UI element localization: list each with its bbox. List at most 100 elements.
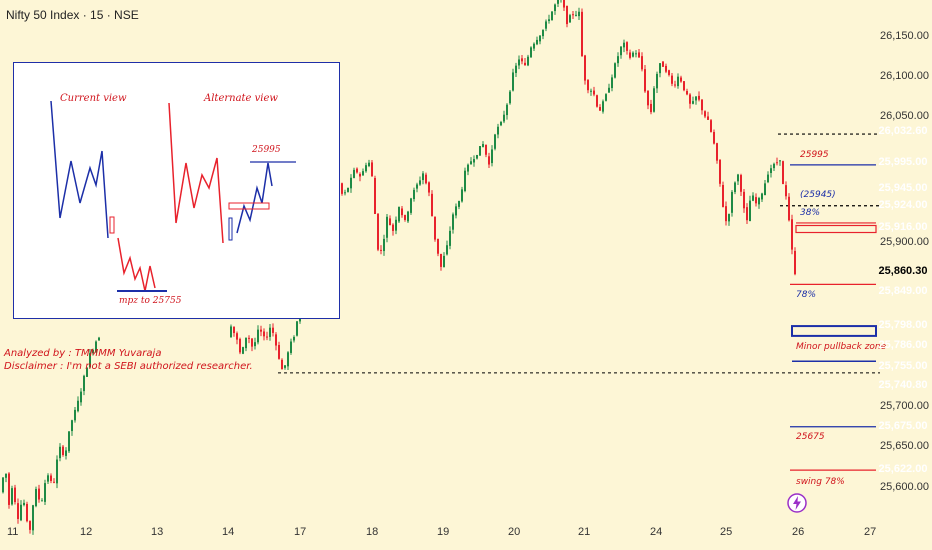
candle-body xyxy=(668,70,670,75)
candle-body xyxy=(722,184,724,207)
candle-body xyxy=(632,52,634,57)
candle-body xyxy=(95,341,97,352)
candle-body xyxy=(521,58,523,62)
candle-body xyxy=(710,120,712,132)
alternate-view-small-box xyxy=(228,217,233,241)
candle-body xyxy=(602,101,604,112)
candle-body xyxy=(77,400,79,412)
candle-body xyxy=(707,116,709,120)
candle-body xyxy=(791,219,793,250)
x-tick-label: 25 xyxy=(720,526,733,538)
current-view-box xyxy=(109,216,115,234)
candle-body xyxy=(494,134,496,149)
candle-body xyxy=(62,446,64,455)
candle-body xyxy=(641,56,643,70)
candle-body xyxy=(698,95,700,100)
candle-body xyxy=(524,62,526,66)
price-label-26032: 26,032.60 xyxy=(878,125,928,137)
fib-zone-box xyxy=(795,224,877,234)
candle-body xyxy=(386,216,388,238)
candle-body xyxy=(728,214,730,222)
candle-body xyxy=(380,249,382,251)
candle-body xyxy=(11,488,13,505)
candle-body xyxy=(368,162,370,167)
price-label-25945: 25,945.00 xyxy=(878,182,928,194)
candle-body xyxy=(692,101,694,104)
candle-body xyxy=(518,59,520,66)
candle-body xyxy=(605,94,607,101)
y-tick-label: 26,050.00 xyxy=(880,110,929,122)
scenario-inset: Current view Alternate view 25995 mpz to… xyxy=(13,62,340,319)
candle-body xyxy=(2,477,4,493)
candle-body xyxy=(752,195,754,201)
candle-body xyxy=(428,182,430,193)
candle-body xyxy=(566,5,568,25)
candle-body xyxy=(236,333,238,340)
candle-body xyxy=(35,488,37,507)
candle-body xyxy=(32,505,34,531)
annotation-25945: (25945) xyxy=(800,190,836,200)
price-label-25798: 25,798.00 xyxy=(878,319,928,331)
candle-body xyxy=(659,63,661,74)
candle-body xyxy=(5,473,7,478)
candle-body xyxy=(251,338,253,347)
candle-body xyxy=(734,182,736,193)
candle-body xyxy=(59,446,61,459)
candle-body xyxy=(26,503,28,522)
candle-body xyxy=(554,4,556,12)
candle-body xyxy=(488,156,490,165)
alternate-view-path xyxy=(168,102,224,244)
candle-body xyxy=(86,367,88,377)
candle-body xyxy=(563,0,565,8)
candle-body xyxy=(497,126,499,135)
candle-body xyxy=(425,174,427,184)
candle-body xyxy=(479,146,481,156)
candle-body xyxy=(542,29,544,37)
candle-body xyxy=(623,42,625,48)
candle-body xyxy=(65,450,67,456)
candle-body xyxy=(461,189,463,202)
price-label-25995: 25,995.00 xyxy=(878,156,928,168)
candle-body xyxy=(41,500,43,502)
x-tick-label: 12 xyxy=(80,526,93,538)
candle-body xyxy=(467,164,469,172)
candle-body xyxy=(638,52,640,58)
candle-body xyxy=(686,90,688,95)
candle-body xyxy=(74,409,76,421)
price-label-25622: 25,622.00 xyxy=(878,463,928,475)
candle-body xyxy=(470,161,472,165)
price-label-25675: 25,675.00 xyxy=(878,420,928,432)
y-tick-label: 25,700.00 xyxy=(880,400,929,412)
annotation-78-percent: 78% xyxy=(796,290,817,300)
mpz-label: mpz to 25755 xyxy=(119,296,182,306)
candles xyxy=(2,0,796,535)
candle-body xyxy=(395,219,397,231)
candle-body xyxy=(662,61,664,67)
candle-body xyxy=(785,185,787,197)
candle-body xyxy=(485,144,487,155)
candle-body xyxy=(80,391,82,403)
candle-body xyxy=(419,180,421,185)
candle-body xyxy=(578,11,580,17)
candle-body xyxy=(650,103,652,113)
candle-body xyxy=(587,80,589,91)
x-tick-label: 19 xyxy=(437,526,450,538)
alternate-target-label: 25995 xyxy=(252,145,281,155)
candle-body xyxy=(701,99,703,111)
candle-body xyxy=(359,173,361,177)
price-label-25740: 25,740.80 xyxy=(878,379,928,391)
candle-body xyxy=(20,504,22,521)
candle-body xyxy=(47,475,49,482)
candle-body xyxy=(506,104,508,116)
candle-body xyxy=(458,201,460,207)
candle-body xyxy=(374,177,376,215)
candle-body xyxy=(647,90,649,106)
candle-body xyxy=(527,56,529,66)
candle-body xyxy=(689,94,691,104)
candle-body xyxy=(239,338,241,353)
candle-body xyxy=(596,95,598,107)
lightning-icon[interactable] xyxy=(786,492,808,514)
annotation-25675: 25675 xyxy=(796,432,825,442)
candle-body xyxy=(683,81,685,91)
